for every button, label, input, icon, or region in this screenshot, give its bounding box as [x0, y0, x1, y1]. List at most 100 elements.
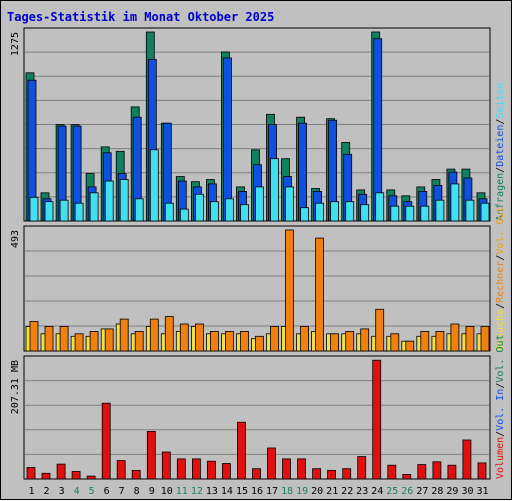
bar-seiten-day-24 [375, 192, 385, 222]
bar-volumen-day-22 [342, 468, 352, 480]
x-tick-label-day-13: 13 [206, 486, 218, 497]
bar-seiten-day-31 [480, 202, 490, 222]
bar-dateien-day-14 [222, 57, 232, 222]
bar-volumen-day-10 [161, 451, 171, 480]
bar-volumen-day-20 [312, 468, 322, 480]
bar-seiten-day-12 [194, 193, 204, 222]
bar-rechner-day-22 [345, 330, 355, 352]
bar-rechner-day-29 [450, 323, 460, 352]
x-tick-label-day-5: 5 [89, 486, 95, 497]
bar-rechner-day-14 [224, 330, 234, 352]
x-tick-label-day-16: 16 [251, 486, 263, 497]
requests-legend: Anfragen/Dateien/Seiten [495, 82, 506, 221]
bar-seiten-day-3 [59, 199, 69, 222]
legend-entry: Vol. Out [495, 334, 506, 382]
bar-rechner-day-24 [375, 308, 385, 352]
x-tick-label-day-9: 9 [149, 486, 155, 497]
x-tick-label-day-8: 8 [134, 486, 140, 497]
bar-seiten-day-9 [149, 149, 159, 222]
bar-volumen-day-4 [71, 471, 81, 480]
bar-volumen-day-24 [372, 359, 382, 480]
bar-seiten-day-8 [134, 198, 144, 222]
bar-volumen-day-16 [252, 468, 261, 480]
x-tick-label-day-3: 3 [59, 486, 65, 497]
bar-volumen-day-21 [327, 469, 337, 480]
bar-volumen-day-1 [26, 467, 36, 480]
bar-seiten-day-26 [405, 205, 415, 222]
legend-entry: / [495, 255, 506, 261]
bar-volumen-day-19 [297, 458, 307, 480]
legend-entry: / [495, 119, 506, 125]
bar-volumen-day-15 [237, 421, 246, 480]
visits-ytick-label: 493 [10, 230, 21, 248]
bar-rechner-day-13 [209, 330, 219, 352]
bar-volumen-day-12 [191, 458, 201, 480]
bar-rechner-day-23 [360, 328, 370, 352]
bar-rechner-day-8 [134, 330, 144, 352]
legend-entry: / [495, 383, 506, 389]
bar-volumen-day-26 [402, 473, 412, 480]
bar-rechner-day-6 [104, 328, 114, 352]
bar-seiten-day-19 [300, 207, 310, 222]
bar-volumen-day-8 [131, 469, 141, 480]
bar-rechner-day-15 [240, 330, 249, 352]
bar-rechner-day-1 [29, 321, 39, 352]
x-tick-label-day-17: 17 [266, 486, 278, 497]
bar-rechner-day-4 [74, 333, 84, 352]
legend-entry: / [495, 303, 506, 309]
bar-volumen-day-27 [417, 464, 427, 480]
bar-rechner-day-9 [149, 318, 159, 352]
bar-rechner-day-12 [194, 323, 204, 352]
bar-seiten-day-2 [44, 201, 54, 222]
x-tick-label-day-31: 31 [476, 486, 488, 497]
x-tick-label-day-11: 11 [176, 486, 188, 497]
bar-volumen-day-14 [221, 463, 231, 480]
bar-seiten-day-17 [270, 158, 279, 222]
bar-volumen-day-3 [56, 463, 66, 480]
bar-seiten-day-25 [390, 205, 400, 222]
bar-volumen-day-11 [176, 458, 186, 480]
bar-seiten-day-30 [465, 199, 475, 222]
legend-entry: Besuche [495, 309, 506, 351]
bar-seiten-day-6 [104, 180, 114, 222]
x-tick-label-day-14: 14 [221, 486, 233, 497]
bar-seiten-day-20 [315, 202, 325, 222]
bar-rechner-day-16 [255, 335, 264, 352]
x-tick-label-day-4: 4 [74, 486, 80, 497]
bar-seiten-day-28 [435, 199, 445, 222]
bar-rechner-day-26 [405, 340, 415, 352]
x-axis-day-labels: 1 2 3 4 5 6 7 8 9 10 11 12 13 14 15 16 17 18 19 20 21 22 23 24 2… [28, 486, 488, 497]
x-tick-label-day-26: 26 [401, 486, 413, 497]
bar-seiten-day-22 [345, 201, 355, 222]
bar-rechner-day-25 [390, 333, 400, 352]
legend-entry: Vol. In [495, 389, 506, 431]
x-tick-label-day-21: 21 [326, 486, 338, 497]
legend-entry: Volumen [495, 437, 506, 479]
bar-seiten-day-7 [119, 179, 129, 222]
bar-volumen-day-13 [206, 460, 216, 480]
bar-rechner-day-11 [179, 323, 189, 352]
bar-rechner-day-28 [435, 330, 445, 352]
x-tick-label-day-20: 20 [311, 486, 323, 497]
visits-legend: Besuche/Rechner/Vol. Out [495, 206, 506, 351]
legend-entry: Rechner [495, 261, 506, 303]
x-tick-label-day-15: 15 [236, 486, 248, 497]
bar-rechner-day-20 [315, 237, 325, 352]
bar-seiten-day-1 [29, 196, 39, 222]
x-tick-label-day-27: 27 [416, 486, 428, 497]
x-tick-label-day-10: 10 [161, 486, 173, 497]
legend-entry: / [495, 167, 506, 173]
bar-rechner-day-31 [480, 326, 490, 352]
bar-seiten-day-27 [420, 205, 430, 222]
legend-entry: Vol. Out [495, 206, 506, 254]
volume-ytick-label: 207.31 MB [10, 360, 21, 414]
volume-plot-area [23, 355, 491, 480]
bar-seiten-day-15 [240, 204, 249, 222]
bar-volumen-day-31 [477, 462, 487, 480]
x-tick-label-day-6: 6 [104, 486, 110, 497]
bar-rechner-day-21 [330, 333, 340, 352]
